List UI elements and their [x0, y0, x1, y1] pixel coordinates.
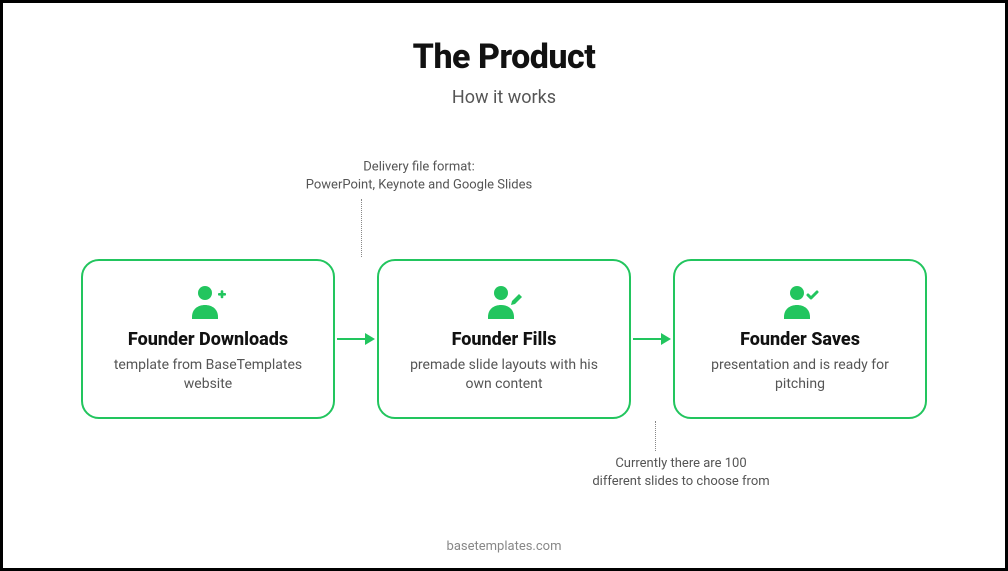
step-2-title: Founder Fills: [452, 329, 557, 350]
step-card-2: Founder Fills premade slide layouts with…: [377, 259, 631, 419]
callout-bottom-line1: Currently there are 100: [571, 455, 791, 473]
user-check-icon: [780, 281, 820, 321]
user-edit-icon: [484, 281, 524, 321]
page-title: The Product: [413, 37, 596, 77]
step-1-title: Founder Downloads: [128, 329, 288, 350]
page-subtitle: How it works: [452, 87, 556, 108]
callout-bottom-line2: different slides to choose from: [571, 473, 791, 491]
step-card-1: Founder Downloads template from BaseTemp…: [81, 259, 335, 419]
footer-text: basetemplates.com: [3, 539, 1005, 554]
step-2-desc: premade slide layouts with his own conte…: [404, 356, 604, 394]
step-1-desc: template from BaseTemplates website: [108, 356, 308, 394]
slide: The Product How it works Delivery file f…: [3, 3, 1005, 568]
arrow-1: [335, 329, 377, 349]
dotted-connector-top: [361, 199, 362, 257]
dotted-connector-bottom: [655, 421, 656, 451]
user-plus-icon: [188, 281, 228, 321]
callout-top-line1: Delivery file format:: [299, 159, 539, 177]
step-card-3: Founder Saves presentation and is ready …: [673, 259, 927, 419]
step-3-title: Founder Saves: [740, 329, 860, 350]
flow-row: Founder Downloads template from BaseTemp…: [3, 259, 1005, 419]
arrow-2: [631, 329, 673, 349]
callout-top-line2: PowerPoint, Keynote and Google Slides: [299, 177, 539, 195]
step-3-desc: presentation and is ready for pitching: [700, 356, 900, 394]
